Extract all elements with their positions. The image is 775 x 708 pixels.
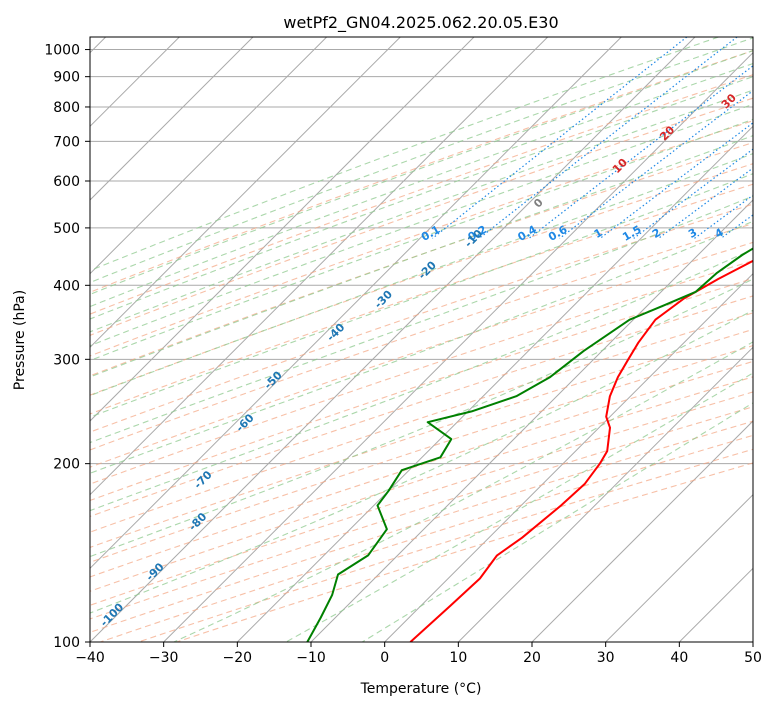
dry-adiabat-line	[90, 141, 753, 377]
x-tick-label: 30	[597, 650, 615, 666]
dry-adiabat-line	[90, 50, 753, 293]
y-tick-label: 700	[53, 134, 80, 150]
y-tick-label: 300	[53, 352, 80, 368]
isotherm-line	[90, 37, 622, 570]
x-tick-label: 50	[744, 650, 762, 666]
y-tick-label: 900	[53, 70, 80, 86]
x-tick-label: 0	[380, 650, 389, 666]
moist-adiabat-line	[90, 153, 753, 397]
moist-adiabat-line	[90, 50, 753, 295]
y-tick-label: 200	[53, 457, 80, 473]
temperature-line	[409, 259, 753, 642]
chart-title: wetPf2_GN04.2025.062.20.05.E30	[283, 13, 558, 33]
dry-adiabat-line	[138, 448, 753, 642]
y-tick-label: 1000	[44, 43, 80, 59]
isotherm-line	[310, 199, 753, 642]
moist-adiabat-line	[90, 118, 753, 362]
isotherm-line	[90, 37, 475, 422]
isotherm-line	[457, 346, 753, 642]
moist-adiabat-line	[90, 195, 753, 444]
moist-adiabat-line	[90, 248, 753, 512]
x-axis-ticks: −40 −30 −20 −10 0 10 20 30 40 50	[75, 642, 762, 666]
moist-adiabat-line	[90, 278, 753, 558]
isotherm-line	[531, 420, 753, 642]
y-axis-ticks: 100 200 300 400 500 600 700 800 900 1000	[44, 43, 90, 651]
moist-adiabat-line	[90, 37, 719, 272]
mixing-ratio-line	[658, 167, 753, 239]
moist-adiabat-line	[90, 173, 753, 418]
y-tick-label: 400	[53, 278, 80, 294]
plot-frame	[89, 36, 754, 643]
y-tick-label: 800	[53, 100, 80, 116]
dry-adiabat-line	[90, 420, 753, 633]
moist-adiabat-line	[90, 89, 753, 333]
dry-adiabat-line	[176, 462, 753, 642]
y-tick-label: 600	[53, 174, 80, 190]
isotherm-line	[236, 125, 753, 642]
dry-adiabat-line	[90, 97, 753, 336]
isotherm-line	[90, 37, 696, 642]
isotherm-line	[90, 37, 254, 201]
x-tick-label: 40	[670, 650, 688, 666]
isotherm-line	[90, 37, 549, 496]
isotherm-line	[605, 493, 753, 642]
moist-adiabat-line	[90, 76, 753, 320]
mixing-ratio-line	[559, 89, 753, 239]
x-tick-label: −10	[296, 650, 326, 666]
isotherm-line	[90, 37, 328, 275]
isotherm-line	[384, 272, 753, 642]
x-tick-label: −30	[149, 650, 179, 666]
x-tick-label: 10	[449, 650, 467, 666]
x-tick-label: −20	[223, 650, 253, 666]
y-tick-label: 100	[53, 635, 80, 651]
background-lines	[90, 37, 753, 642]
y-tick-label: 500	[53, 221, 80, 237]
isotherm-line	[90, 37, 401, 349]
dry-adiabat-line	[90, 328, 753, 548]
y-axis-label: Pressure (hPa)	[12, 290, 28, 390]
profile-lines	[306, 247, 753, 642]
x-tick-label: 20	[523, 650, 541, 666]
x-axis-label: Temperature (°C)	[360, 681, 482, 697]
moist-adiabat-line	[90, 62, 753, 308]
dewpoint-line	[306, 247, 753, 642]
dry-adiabat-line	[90, 345, 753, 563]
isotherm-line	[163, 51, 753, 642]
x-tick-label: −40	[75, 650, 105, 666]
dry-adiabat-line	[100, 434, 753, 642]
mixing-ratio-line	[478, 37, 738, 239]
